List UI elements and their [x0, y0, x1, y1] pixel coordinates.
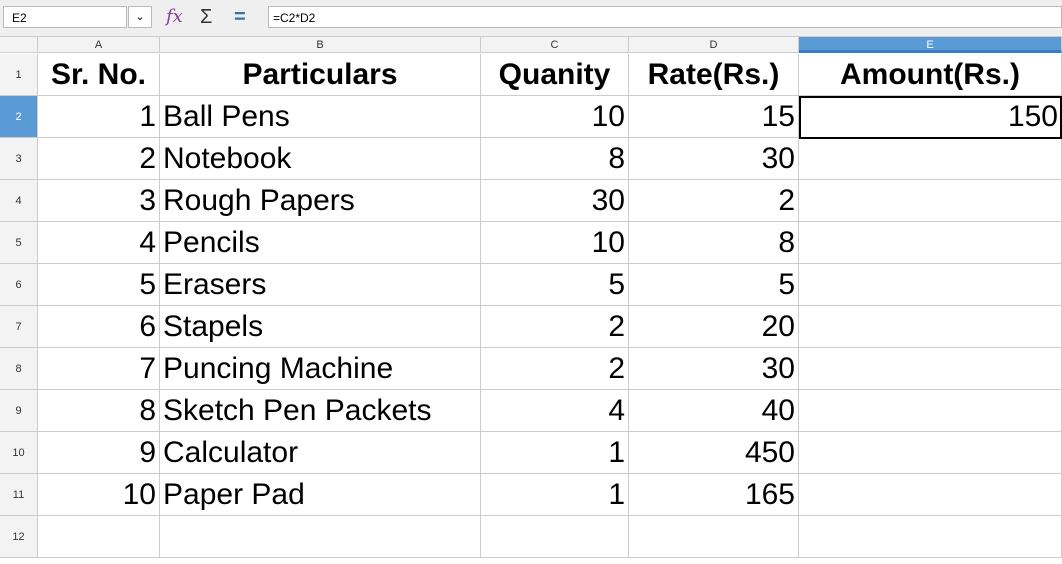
cell-D12[interactable]: [629, 516, 799, 558]
column-header-C[interactable]: C: [481, 37, 629, 53]
column-header-D[interactable]: D: [629, 37, 799, 53]
name-box-dropdown-button[interactable]: ⌄: [128, 6, 152, 28]
cell-C4[interactable]: 30: [481, 180, 629, 222]
cell-E8[interactable]: [799, 348, 1062, 390]
cell-C6[interactable]: 5: [481, 264, 629, 306]
column-header-B[interactable]: B: [160, 37, 481, 53]
sum-icon[interactable]: Σ: [200, 6, 213, 28]
cell-E1[interactable]: Amount(Rs.): [799, 54, 1062, 96]
cell-E11[interactable]: [799, 474, 1062, 516]
row-header-4[interactable]: 4: [0, 180, 38, 222]
row-header-12[interactable]: 12: [0, 516, 38, 558]
cell-A6[interactable]: 5: [38, 264, 160, 306]
cell-C1[interactable]: Quanity: [481, 54, 629, 96]
cell-E10[interactable]: [799, 432, 1062, 474]
cell-E7[interactable]: [799, 306, 1062, 348]
cell-E12[interactable]: [799, 516, 1062, 558]
cell-D7[interactable]: 20: [629, 306, 799, 348]
cell-B7[interactable]: Stapels: [160, 306, 481, 348]
cell-A3[interactable]: 2: [38, 138, 160, 180]
row-header-11[interactable]: 11: [0, 474, 38, 516]
cell-E5[interactable]: [799, 222, 1062, 264]
cell-B6[interactable]: Erasers: [160, 264, 481, 306]
corner-select-all[interactable]: [0, 37, 38, 53]
formula-toolbar: E2 ⌄ fx Σ = =C2*D2: [0, 0, 1062, 37]
cell-B1[interactable]: Particulars: [160, 54, 481, 96]
name-box[interactable]: E2: [3, 6, 127, 28]
cell-B3[interactable]: Notebook: [160, 138, 481, 180]
equals-icon[interactable]: =: [234, 6, 246, 28]
cell-B10[interactable]: Calculator: [160, 432, 481, 474]
cell-C2[interactable]: 10: [481, 96, 629, 138]
row-header-8[interactable]: 8: [0, 348, 38, 390]
column-header-E[interactable]: E: [799, 37, 1062, 53]
cell-B8[interactable]: Puncing Machine: [160, 348, 481, 390]
cell-A5[interactable]: 4: [38, 222, 160, 264]
cell-B9[interactable]: Sketch Pen Packets: [160, 390, 481, 432]
cell-D3[interactable]: 30: [629, 138, 799, 180]
cell-C5[interactable]: 10: [481, 222, 629, 264]
function-wizard-icon[interactable]: fx: [166, 6, 183, 27]
cell-D10[interactable]: 450: [629, 432, 799, 474]
cell-D8[interactable]: 30: [629, 348, 799, 390]
row-header-5[interactable]: 5: [0, 222, 38, 264]
cell-C7[interactable]: 2: [481, 306, 629, 348]
cell-C3[interactable]: 8: [481, 138, 629, 180]
cell-B2[interactable]: Ball Pens: [160, 96, 481, 138]
cell-D1[interactable]: Rate(Rs.): [629, 54, 799, 96]
row-header-1[interactable]: 1: [0, 54, 38, 96]
cell-A4[interactable]: 3: [38, 180, 160, 222]
row-header-2[interactable]: 2: [0, 96, 38, 138]
row-header-7[interactable]: 7: [0, 306, 38, 348]
cell-B4[interactable]: Rough Papers: [160, 180, 481, 222]
cell-B5[interactable]: Pencils: [160, 222, 481, 264]
cell-A7[interactable]: 6: [38, 306, 160, 348]
cell-D9[interactable]: 40: [629, 390, 799, 432]
row-header-9[interactable]: 9: [0, 390, 38, 432]
cell-A8[interactable]: 7: [38, 348, 160, 390]
cell-E6[interactable]: [799, 264, 1062, 306]
cell-D6[interactable]: 5: [629, 264, 799, 306]
cell-C8[interactable]: 2: [481, 348, 629, 390]
cell-D5[interactable]: 8: [629, 222, 799, 264]
cell-C11[interactable]: 1: [481, 474, 629, 516]
cell-C10[interactable]: 1: [481, 432, 629, 474]
formula-input[interactable]: =C2*D2: [268, 6, 1062, 28]
row-header-3[interactable]: 3: [0, 138, 38, 180]
cell-A9[interactable]: 8: [38, 390, 160, 432]
cell-D11[interactable]: 165: [629, 474, 799, 516]
cell-D4[interactable]: 2: [629, 180, 799, 222]
cell-A12[interactable]: [38, 516, 160, 558]
cell-E4[interactable]: [799, 180, 1062, 222]
cell-E2[interactable]: 150: [799, 96, 1062, 138]
cell-E9[interactable]: [799, 390, 1062, 432]
cell-A11[interactable]: 10: [38, 474, 160, 516]
row-header-10[interactable]: 10: [0, 432, 38, 474]
cell-D2[interactable]: 15: [629, 96, 799, 138]
cell-B11[interactable]: Paper Pad: [160, 474, 481, 516]
cell-C9[interactable]: 4: [481, 390, 629, 432]
column-header-A[interactable]: A: [38, 37, 160, 53]
cell-C12[interactable]: [481, 516, 629, 558]
cell-A10[interactable]: 9: [38, 432, 160, 474]
cell-E3[interactable]: [799, 138, 1062, 180]
cell-B12[interactable]: [160, 516, 481, 558]
cell-A1[interactable]: Sr. No.: [38, 54, 160, 96]
cell-A2[interactable]: 1: [38, 96, 160, 138]
row-header-6[interactable]: 6: [0, 264, 38, 306]
